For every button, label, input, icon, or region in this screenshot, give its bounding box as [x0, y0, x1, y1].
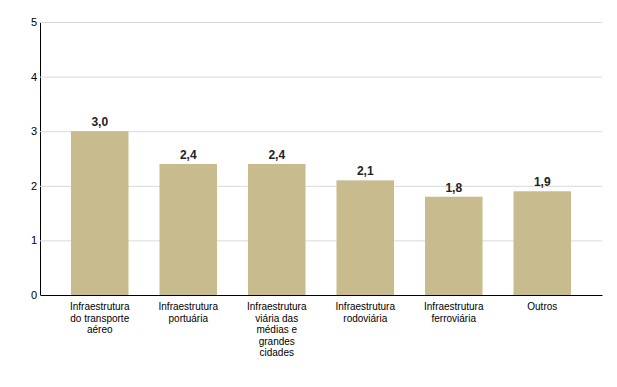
- x-tick-label-line: grandes: [259, 336, 295, 347]
- y-tick-label: 4: [31, 71, 37, 83]
- x-tick-label-line: cidades: [260, 347, 294, 358]
- y-tick: 4: [31, 71, 602, 83]
- x-tick-label: Infraestruturado transporteaéreo: [70, 301, 130, 335]
- x-tick-label-line: Infraestrutura: [424, 301, 484, 312]
- bar: [248, 164, 306, 295]
- y-tick: 5: [31, 16, 602, 28]
- x-tick: Infraestruturaviária dasmédias egrandesc…: [247, 301, 307, 358]
- x-tick: Infraestruturarodoviária: [336, 301, 396, 324]
- y-axis-line: [41, 23, 603, 296]
- x-tick-label: Infraestruturaviária dasmédias egrandesc…: [247, 301, 307, 358]
- x-tick-label-line: viária das: [255, 313, 298, 324]
- x-tick-label-line: rodoviária: [343, 313, 387, 324]
- bar: [71, 131, 129, 295]
- data-label: 2,1: [357, 164, 374, 178]
- bar: [336, 180, 394, 295]
- data-label: 3,0: [91, 115, 108, 129]
- x-tick-label-line: médias e: [256, 324, 297, 335]
- data-label: 1,9: [534, 175, 551, 189]
- x-tick: Outros: [527, 301, 557, 312]
- grid-line: [40, 77, 602, 78]
- data-label: 1,8: [445, 181, 462, 195]
- y-tick-label: 3: [31, 125, 37, 137]
- x-tick-label: Infraestruturarodoviária: [336, 301, 396, 324]
- x-tick: Infraestruturado transporteaéreo: [70, 301, 130, 335]
- bar: [159, 164, 217, 295]
- bar: [425, 197, 483, 295]
- y-tick-label: 2: [31, 180, 37, 192]
- chart: 012345Infraestruturado transporteaéreoIn…: [0, 0, 617, 387]
- x-tick-label-line: Infraestrutura: [336, 301, 396, 312]
- y-tick-label: 5: [31, 16, 37, 28]
- x-tick-label-line: Infraestrutura: [159, 301, 219, 312]
- y-tick-label: 1: [31, 234, 37, 246]
- x-tick-label-line: portuária: [169, 313, 209, 324]
- data-label: 2,4: [180, 148, 197, 162]
- x-tick-label: Infraestruturaferroviária: [424, 301, 484, 324]
- x-axis-line: [41, 295, 603, 296]
- bars: [71, 131, 571, 295]
- grid-line: [40, 295, 602, 296]
- x-tick: Infraestruturaferroviária: [424, 301, 484, 324]
- y-axis: 0 1 2 3 4 5: [31, 16, 602, 301]
- x-tick: Infraestruturaportuária: [159, 301, 219, 324]
- x-tick-label-line: Infraestrutura: [247, 301, 307, 312]
- x-tick-label-line: aéreo: [87, 324, 113, 335]
- x-axis: Infraestruturado transporteaéreoInfraest…: [41, 296, 603, 359]
- x-tick-label: Infraestruturaportuária: [159, 301, 219, 324]
- x-tick-label-line: Outros: [527, 301, 557, 312]
- bar: [513, 191, 571, 295]
- plot: 012345Infraestruturado transporteaéreoIn…: [31, 16, 603, 358]
- x-tick-label-line: do transporte: [70, 313, 129, 324]
- data-label: 2,4: [268, 148, 285, 162]
- x-tick-label: Outros: [527, 301, 557, 312]
- y-tick-label: 0: [31, 289, 37, 301]
- grid-line: [40, 22, 602, 23]
- x-tick-label-line: Infraestrutura: [70, 301, 130, 312]
- x-tick-label-line: ferroviária: [432, 313, 477, 324]
- data-labels: 3,0 2,4 2,4 2,1 1,8 1,9: [91, 115, 551, 195]
